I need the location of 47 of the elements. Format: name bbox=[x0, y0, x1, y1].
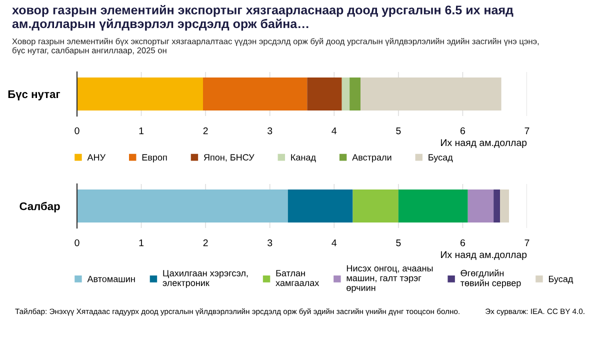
chart-title: ховор газрын элементийн экспортыг хязгаарласнаар доод урсгалын 6.5 их наяд ам.долларын үйлдвэрлэл эрсдэлд орж байна… bbox=[12, 5, 514, 31]
bar bbox=[77, 190, 288, 222]
bar bbox=[500, 190, 509, 222]
legend-label: Европ bbox=[142, 154, 167, 162]
x-tick-label: 1 bbox=[139, 239, 144, 246]
x-tick-label: 4 bbox=[332, 127, 337, 134]
bar bbox=[352, 190, 398, 222]
legend-label: Япон, БНСУ bbox=[204, 154, 254, 162]
x-axis-title: Их наяд ам.доллар bbox=[441, 251, 527, 260]
legend-label: Автомашин bbox=[87, 276, 135, 282]
legend-label: АНУ bbox=[87, 154, 106, 161]
legend-label: Австрали bbox=[352, 154, 392, 162]
chart-subtitle: Ховор газрын элементийн бүх экспортыг хязгаарлалтаас үүдэн эрсдэлд орж буй доод урсгалын үйлдвэрлэлийн эдийн засгийн үнэ цэнэ, бүс нутаг, салбарын ангиллаар, 2025 он bbox=[12, 38, 539, 55]
legend-label: Бусад bbox=[428, 154, 453, 162]
x-tick-label: 0 bbox=[74, 239, 80, 246]
x-tick-label: 7 bbox=[524, 239, 530, 246]
x-tick-label: 2 bbox=[203, 239, 208, 246]
legend-label: Канад bbox=[291, 154, 316, 162]
bar bbox=[350, 78, 360, 110]
bar bbox=[342, 78, 350, 110]
legend-label: Бусад bbox=[548, 276, 574, 284]
x-tick-label: 0 bbox=[74, 127, 80, 134]
x-tick-label: 7 bbox=[524, 127, 530, 134]
bar bbox=[203, 78, 308, 110]
y-tick-label: Бүс нутаг bbox=[8, 90, 60, 100]
bar bbox=[494, 190, 500, 222]
x-tick-label: 2 bbox=[203, 127, 208, 134]
bar bbox=[468, 190, 494, 222]
bar bbox=[307, 78, 342, 110]
x-tick-label: 6 bbox=[460, 127, 465, 134]
x-axis-title: Их наяд ам.доллар bbox=[441, 139, 527, 148]
x-tick-label: 5 bbox=[396, 239, 401, 246]
y-tick-label: Салбар bbox=[20, 202, 60, 212]
legend-label: Өгөгдлийн төвийн сервер bbox=[460, 270, 521, 288]
legend-label: Батлан хамгаалах bbox=[276, 270, 320, 286]
x-tick-label: 6 bbox=[460, 239, 465, 246]
legend-label: Нисэх онгоц, ачааны машин, галт тэрэг өрчиин bbox=[346, 265, 433, 293]
x-tick-label: 4 bbox=[332, 239, 337, 246]
bar bbox=[360, 78, 502, 110]
x-tick-label: 3 bbox=[268, 127, 272, 134]
legend-label: Цахилгаан хэрэгсэл, электроник bbox=[162, 270, 248, 288]
bar bbox=[288, 190, 353, 222]
x-tick-label: 1 bbox=[139, 127, 144, 134]
x-tick-label: 5 bbox=[396, 127, 401, 134]
bar bbox=[398, 190, 468, 222]
bar bbox=[77, 78, 203, 110]
x-tick-label: 3 bbox=[268, 239, 272, 246]
